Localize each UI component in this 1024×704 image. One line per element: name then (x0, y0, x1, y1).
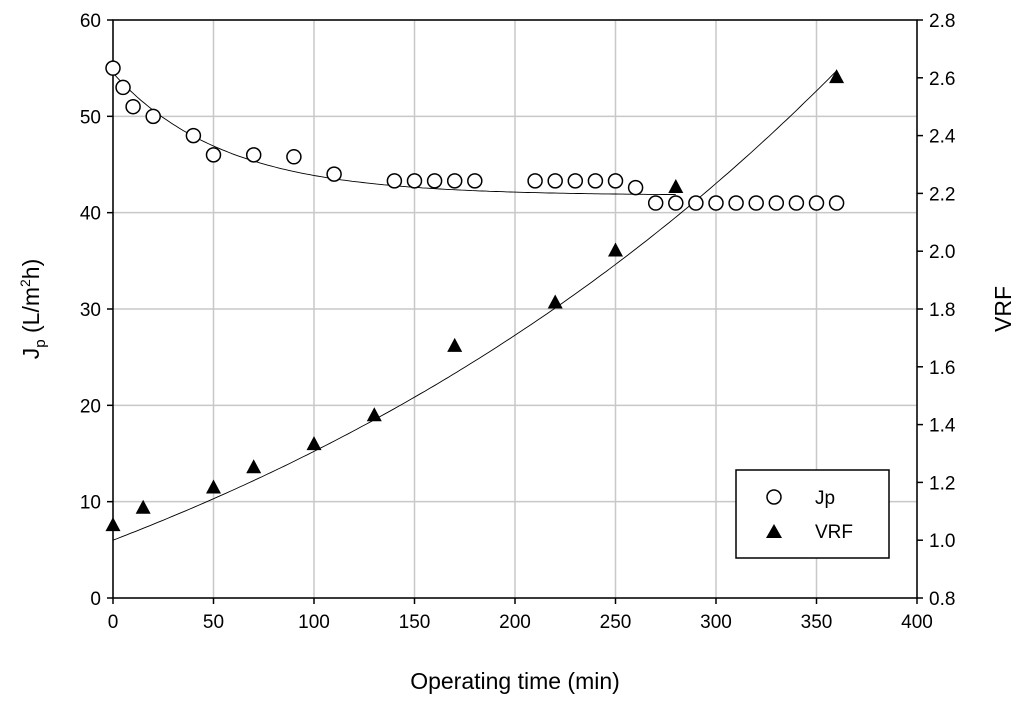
legend-box (735, 469, 890, 559)
jp-data-point (125, 98, 141, 115)
y-left-title-sub: p (32, 339, 49, 347)
y-right-tick-label: 2.8 (929, 11, 955, 32)
y-right-tick-label: 2.4 (929, 127, 956, 148)
y-left-title-sup: 2 (17, 279, 33, 287)
y-left-tick-label: 0 (90, 589, 101, 610)
jp-data-point (105, 60, 121, 76)
legend-jp-label: Jp (815, 488, 835, 509)
y-left-tick-label: 20 (80, 396, 101, 417)
y-right-tick-label: 0.8 (929, 589, 955, 610)
x-axis-title: Operating time (min) (410, 668, 620, 694)
y-left-title-end: h) (18, 259, 44, 279)
jp-data-point (426, 173, 443, 189)
jp-data-point (547, 173, 563, 189)
jp-data-point (185, 127, 202, 144)
jp-data-point (728, 195, 744, 211)
vrf-data-point (668, 178, 684, 193)
y-axis-left: 0 10 20 30 40 50 60 (80, 11, 113, 610)
x-tick-label: 350 (801, 612, 833, 633)
y-right-tick-label: 1.0 (929, 531, 955, 552)
vrf-data-point (447, 337, 463, 352)
jp-data-point (386, 173, 403, 189)
jp-data-point (467, 173, 483, 189)
vrf-data-point (547, 294, 563, 309)
grid (112, 19, 918, 599)
jp-data-point (748, 195, 764, 211)
y-right-tick-label: 2.2 (929, 184, 955, 205)
legend-vrf-label: VRF (815, 522, 853, 543)
jp-data-point (286, 149, 302, 165)
y-right-tick-label: 2.6 (929, 69, 955, 90)
jp-data-point (115, 79, 131, 96)
x-tick-label: 200 (499, 612, 531, 633)
jp-data-point (647, 195, 664, 211)
vrf-data-point (608, 242, 623, 257)
y-left-tick-label: 60 (80, 11, 101, 32)
jp-data-point (567, 173, 584, 189)
jp-data-point (145, 108, 161, 125)
jp-data-point (326, 166, 342, 182)
jp-data-point (527, 173, 543, 189)
y-right-tick-label: 2.0 (929, 242, 955, 263)
jp-data-point (688, 195, 704, 211)
jp-data-point (808, 195, 825, 211)
y-right-tick-label: 1.2 (929, 473, 955, 494)
y-axis-right: 0.8 1.0 1.2 1.4 1.6 1.8 2.0 2.2 2.4 2.6 2.8 (917, 11, 956, 610)
legend: Jp VRF (735, 469, 890, 559)
jp-data-point (828, 195, 845, 211)
fit-curves (112, 70, 837, 541)
fit-curve-vrf (112, 70, 837, 541)
y-left-tick-label: 10 (80, 493, 101, 514)
x-axis: 0 50 100 150 200 250 300 350 400 (108, 598, 933, 633)
y-left-tick-label: 50 (80, 107, 101, 128)
jp-data-point (587, 173, 604, 189)
data-markers (105, 60, 845, 532)
y-right-axis-title: VRF (990, 286, 1016, 332)
jp-data-point (708, 195, 724, 211)
vrf-data-point (105, 517, 121, 532)
jp-data-point (607, 173, 624, 189)
jp-data-point (627, 179, 644, 196)
jp-data-point (768, 195, 785, 211)
vrf-data-point (366, 407, 382, 422)
x-tick-label: 50 (203, 612, 224, 633)
jp-data-point (406, 173, 423, 189)
x-tick-label: 250 (600, 612, 632, 633)
y-left-title-main: J (18, 348, 44, 360)
jp-data-point (245, 147, 262, 163)
legend-vrf-marker (766, 524, 782, 538)
x-tick-label: 400 (901, 612, 933, 633)
x-tick-label: 300 (700, 612, 732, 633)
x-tick-label: 0 (108, 612, 119, 633)
x-tick-label: 150 (399, 612, 431, 633)
y-left-tick-label: 40 (80, 204, 101, 225)
vrf-data-point (135, 499, 151, 514)
y-left-tick-label: 30 (80, 300, 101, 321)
jp-data-point (446, 173, 463, 189)
vrf-data-point (306, 436, 322, 451)
vrf-data-point (206, 479, 221, 494)
y-right-tick-label: 1.6 (929, 358, 955, 379)
y-right-tick-label: 1.4 (929, 416, 956, 437)
jp-data-point (668, 195, 684, 211)
vrf-data-point (829, 69, 845, 84)
y-left-title-rest: (L/m (18, 287, 44, 339)
vrf-data-point (246, 459, 262, 474)
legend-jp-marker (766, 489, 782, 505)
y-right-tick-label: 1.8 (929, 300, 955, 321)
jp-data-point (205, 147, 222, 163)
x-tick-label: 100 (298, 612, 330, 633)
y-left-axis-title: Jp (L/m2h) (17, 259, 49, 359)
jp-data-point (788, 195, 805, 211)
